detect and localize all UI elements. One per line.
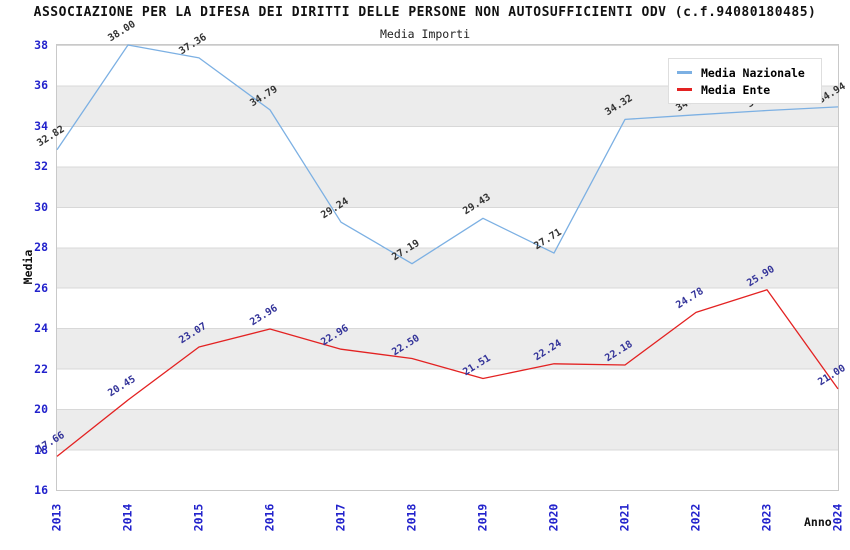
media-ente-line	[56, 289, 839, 457]
plot-area	[57, 45, 838, 490]
y-tick-label: 24	[34, 321, 48, 336]
x-tick-label: 2024	[830, 503, 845, 532]
x-tick-label: 2020	[546, 503, 561, 532]
y-tick-label: 22	[34, 361, 48, 376]
x-axis-title: Anno	[804, 515, 832, 529]
x-tick-label: 2023	[759, 503, 774, 532]
x-tick-label: 2016	[262, 503, 277, 532]
x-tick-label: 2019	[475, 503, 490, 532]
legend-item-media-nazionale: Media Nazionale	[677, 64, 821, 81]
media-ente-line-marker-icon	[677, 88, 692, 91]
media-nazionale-line-marker-icon	[677, 71, 692, 74]
x-tick-label: 2018	[404, 503, 419, 532]
y-tick-label: 38	[34, 38, 48, 52]
legend-label: Media Ente	[701, 82, 771, 97]
y-tick-label: 34	[34, 118, 48, 133]
x-tick-label: 2015	[191, 503, 206, 532]
y-tick-label: 36	[34, 78, 48, 93]
y-tick-label: 18	[34, 442, 48, 457]
x-tick-label: 2014	[120, 503, 135, 532]
y-tick-label: 32	[34, 159, 48, 174]
chart-subtitle: Media Importi	[379, 27, 470, 41]
legend-label: Media Nazionale	[701, 65, 805, 80]
legend-box: Media Nazionale Media Ente	[668, 58, 822, 104]
y-tick-label: 30	[34, 199, 48, 214]
y-tick-label: 28	[34, 240, 48, 255]
y-tick-label: 20	[34, 402, 48, 417]
x-tick-label: 2013	[49, 503, 64, 532]
line-series-canvas	[56, 44, 839, 457]
y-tick-label: 26	[34, 280, 48, 295]
media-nazionale-line	[56, 44, 839, 265]
y-tick-label: 16	[34, 483, 48, 497]
chart-title: ASSOCIAZIONE PER LA DIFESA DEI DIRITTI D…	[33, 5, 817, 20]
x-tick-label: 2021	[617, 503, 632, 532]
x-tick-label: 2022	[688, 503, 703, 532]
x-tick-label: 2017	[333, 503, 348, 532]
legend-item-media-ente: Media Ente	[677, 81, 821, 98]
